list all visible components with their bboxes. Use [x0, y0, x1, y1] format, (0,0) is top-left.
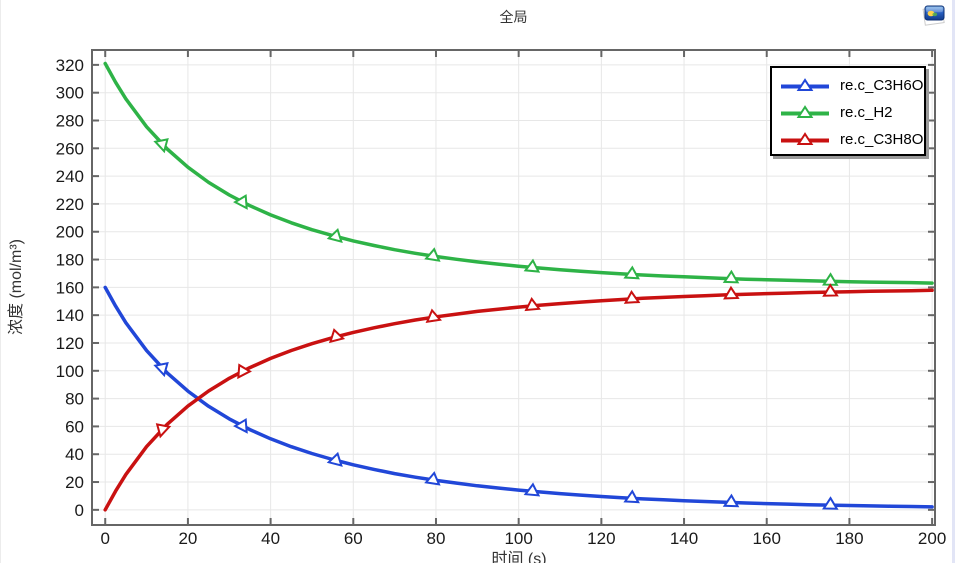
svg-text:80: 80 — [427, 529, 446, 548]
svg-text:140: 140 — [56, 306, 84, 325]
legend-swatch-line-triangle-icon — [781, 78, 829, 91]
svg-text:200: 200 — [56, 223, 84, 242]
legend-swatch-line-triangle-icon — [781, 132, 829, 145]
window-left-edge — [0, 0, 1, 563]
svg-text:180: 180 — [835, 529, 863, 548]
legend-label: re.c_C3H8O — [840, 131, 924, 148]
svg-text:320: 320 — [56, 56, 84, 75]
svg-text:0: 0 — [100, 529, 109, 548]
svg-text:240: 240 — [56, 167, 84, 186]
window-right-edge — [952, 0, 955, 563]
svg-text:0: 0 — [75, 501, 84, 520]
legend-label: re.c_H2 — [840, 104, 893, 121]
legend-item: re.c_C3H6O — [772, 72, 924, 99]
svg-text:60: 60 — [344, 529, 363, 548]
legend-item: re.c_C3H8O — [772, 126, 924, 153]
svg-text:280: 280 — [56, 111, 84, 130]
svg-text:300: 300 — [56, 84, 84, 103]
svg-text:100: 100 — [56, 362, 84, 381]
svg-text:60: 60 — [65, 417, 84, 436]
svg-text:220: 220 — [56, 195, 84, 214]
svg-text:80: 80 — [65, 390, 84, 409]
svg-text:160: 160 — [56, 278, 84, 297]
svg-text:20: 20 — [178, 529, 197, 548]
svg-text:120: 120 — [587, 529, 615, 548]
y-axis-label: 浓度 (mol/m³) — [8, 239, 25, 335]
image-snapshot-icon-svg — [922, 5, 945, 26]
legend-item: re.c_H2 — [772, 99, 924, 126]
legend-label: re.c_C3H6O — [840, 77, 924, 94]
svg-text:260: 260 — [56, 139, 84, 158]
svg-text:20: 20 — [65, 473, 84, 492]
legend: re.c_C3H6O re.c_H2 re.c_C3H8O — [770, 66, 926, 156]
svg-text:120: 120 — [56, 334, 84, 353]
svg-text:200: 200 — [918, 529, 946, 548]
x-axis-label: 时间 (s) — [491, 551, 547, 563]
svg-text:180: 180 — [56, 251, 84, 270]
plot-title: 全局 — [499, 9, 528, 25]
image-snapshot-icon[interactable] — [920, 2, 947, 29]
svg-text:140: 140 — [670, 529, 698, 548]
svg-text:100: 100 — [504, 529, 532, 548]
svg-text:40: 40 — [261, 529, 280, 548]
svg-text:40: 40 — [65, 445, 84, 464]
legend-swatch-line-triangle-icon — [781, 105, 829, 118]
svg-text:160: 160 — [753, 529, 781, 548]
